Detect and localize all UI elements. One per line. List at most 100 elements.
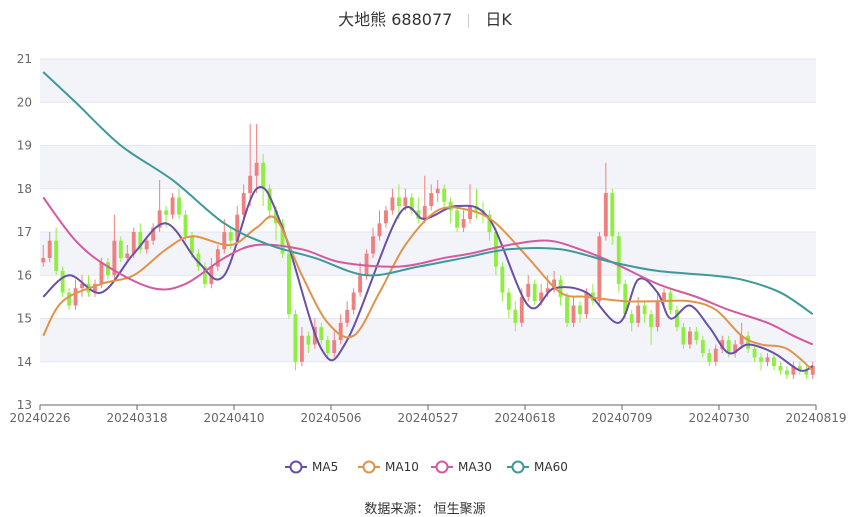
x-tick-label: 20240730	[688, 411, 749, 425]
candle-up	[461, 219, 466, 228]
candle-up	[597, 236, 602, 302]
chart-title: 大地熊 688077 日K	[0, 6, 850, 30]
candle-up	[384, 210, 388, 224]
candle-up	[332, 340, 337, 354]
y-tick-label: 13	[17, 398, 32, 412]
source-provider: 恒生聚源	[433, 502, 486, 517]
candle-down	[642, 305, 647, 315]
x-tick-label: 20240819	[785, 411, 846, 425]
candle-down	[506, 292, 511, 310]
candle-down	[183, 214, 188, 237]
candle-up	[125, 253, 130, 258]
candle-up	[215, 249, 220, 267]
candle-up	[733, 344, 738, 354]
candle-up	[345, 309, 350, 323]
grid-band	[40, 318, 816, 362]
candle-down	[797, 366, 802, 371]
candle-down	[629, 314, 634, 323]
x-tick-label: 20240709	[591, 411, 652, 425]
y-tick-label: 20	[17, 95, 32, 109]
legend-marker	[289, 460, 303, 474]
legend-label: MA60	[534, 460, 568, 474]
candle-down	[202, 266, 207, 284]
candle-up	[545, 288, 550, 293]
candle-down	[752, 348, 757, 358]
candle-down	[681, 327, 686, 345]
grid-band	[40, 145, 816, 189]
candle-down	[267, 188, 272, 211]
y-tick-label: 18	[17, 182, 32, 196]
candle-up	[241, 193, 246, 215]
x-tick-label: 20240618	[494, 411, 555, 425]
candle-down	[118, 240, 123, 258]
candle-down	[287, 253, 291, 315]
stock-name-code: 大地熊 688077	[338, 10, 453, 29]
candle-up	[584, 292, 589, 315]
candle-up	[93, 283, 97, 293]
candle-down	[623, 283, 628, 315]
candle-down	[228, 232, 233, 241]
y-tick-label: 17	[17, 225, 32, 239]
candle-up	[338, 322, 343, 341]
candle-up	[552, 279, 557, 289]
candle-down	[513, 309, 518, 323]
series-line-ma30	[42, 196, 814, 346]
legend-label: MA5	[312, 460, 338, 474]
x-tick-label: 20240527	[397, 411, 458, 425]
candle-up	[364, 253, 369, 276]
candle-down	[164, 210, 169, 215]
candle-down	[60, 270, 65, 293]
candle-down	[280, 223, 285, 254]
legend-marker	[435, 460, 449, 474]
candle-down	[759, 357, 763, 362]
candle-up	[571, 305, 576, 323]
candle-down	[784, 370, 789, 375]
source-label: 数据来源：	[364, 502, 430, 517]
candle-up	[41, 257, 46, 263]
candle-up	[170, 197, 175, 215]
period-label: 日K	[485, 10, 512, 29]
candle-up	[131, 232, 136, 254]
candle-down	[442, 188, 447, 202]
candle-up	[603, 193, 608, 237]
candle-up	[713, 348, 718, 362]
candle-up	[235, 214, 240, 241]
candle-up	[157, 210, 162, 228]
candle-down	[396, 197, 401, 207]
candle-down	[500, 266, 505, 293]
candle-down	[138, 232, 143, 250]
candle-up	[655, 301, 660, 328]
candle-up	[526, 283, 531, 297]
candle-down	[493, 232, 498, 267]
candle-up	[687, 331, 692, 345]
candle-down	[565, 296, 569, 323]
candle-down	[293, 314, 298, 362]
series-line-ma10	[42, 206, 814, 372]
candle-down	[700, 340, 705, 354]
grid-band	[40, 232, 816, 276]
series-line-ma60	[42, 71, 814, 316]
candle-down	[177, 197, 181, 215]
candle-up	[299, 335, 304, 362]
candle-up	[435, 188, 440, 194]
candle-up	[351, 292, 356, 310]
candle-down	[675, 309, 679, 328]
candle-down	[772, 357, 776, 367]
x-tick-label: 20240226	[9, 411, 70, 425]
x-tick-label: 20240318	[106, 411, 167, 425]
candle-down	[448, 201, 453, 211]
candle-up	[151, 227, 156, 241]
y-tick-label: 16	[17, 268, 32, 282]
candle-down	[409, 197, 414, 211]
candle-up	[99, 262, 104, 284]
candle-down	[707, 353, 712, 362]
y-tick-label: 15	[17, 312, 32, 326]
x-tick-label: 20240506	[300, 411, 361, 425]
candle-down	[196, 253, 201, 267]
candle-down	[694, 331, 699, 341]
candle-down	[325, 340, 330, 354]
candle-down	[778, 366, 783, 371]
candle-up	[403, 197, 408, 207]
candle-up	[112, 240, 117, 276]
